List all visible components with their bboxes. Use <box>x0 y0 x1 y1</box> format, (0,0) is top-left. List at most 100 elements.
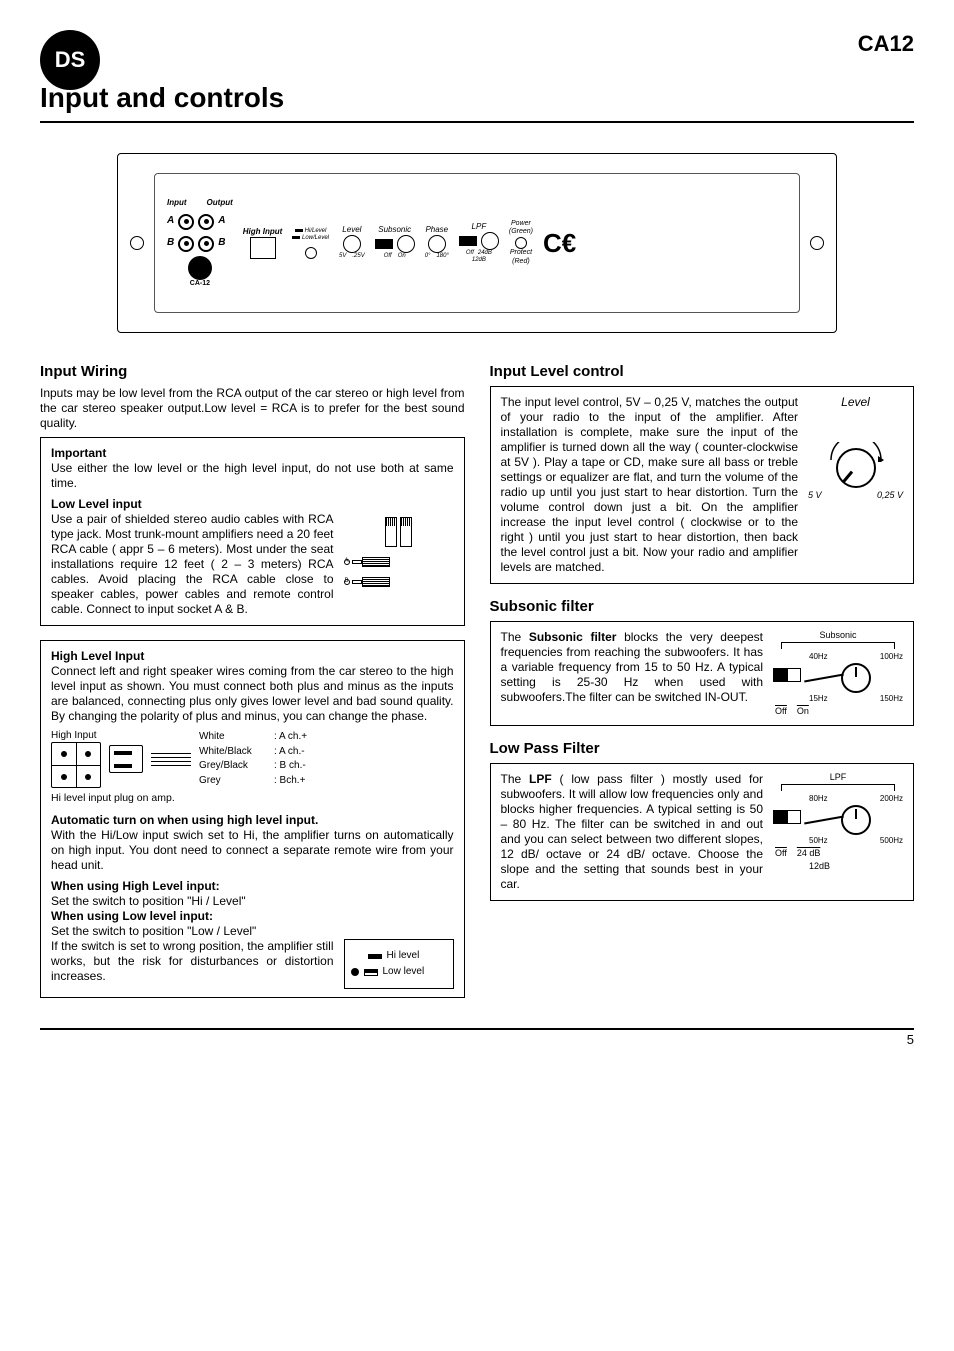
switch-dot-icon <box>305 247 317 259</box>
bracket-icon <box>781 642 895 650</box>
amplifier-panel-diagram: InputOutput AA BB CA-12 High Input Hi/Le… <box>117 153 837 333</box>
knob-icon <box>397 235 415 253</box>
wire-whiteblack-label: White/Black <box>199 746 274 759</box>
panel-high-input: High Input <box>243 227 283 259</box>
when-low-text: Set the switch to position "Low / Level" <box>51 924 454 939</box>
panel-red-label: (Red) <box>512 258 530 265</box>
right-column: Input Level control The input level cont… <box>490 363 915 1012</box>
bracket-icon <box>781 784 895 792</box>
level-max-label: 0,25 V <box>877 490 903 501</box>
sub-100-label: 100Hz <box>880 652 903 662</box>
knob-slash-icon <box>804 816 844 825</box>
auto-turn-on-title: Automatic turn on when using high level … <box>51 813 318 827</box>
hi-plug-connector-icon <box>109 745 143 773</box>
input-level-box: The input level control, 5V – 0,25 V, ma… <box>490 386 915 584</box>
hi-plug-caption: Hi level input plug on amp. <box>51 792 454 805</box>
switch-hi-icon <box>368 954 382 959</box>
knob-slash-icon <box>804 673 844 682</box>
lpf-80-label: 80Hz <box>809 794 828 804</box>
level-fig-title: Level <box>808 395 903 410</box>
lpf-24db-label: 24 dB <box>797 848 821 859</box>
rca-jack-icon <box>198 236 214 252</box>
sub-40-label: 40Hz <box>809 652 828 662</box>
panel-subsonic: Subsonic OffOn <box>375 225 415 261</box>
panel-lpf-24: 24dB <box>478 250 492 258</box>
rca-jack-icon <box>198 214 214 230</box>
knob-icon <box>841 805 871 835</box>
panel-power-label: Power <box>511 220 531 227</box>
hi-plug-socket-icon <box>51 742 101 788</box>
rca-plug-icon <box>400 517 412 547</box>
lpf-200-label: 200Hz <box>880 794 903 804</box>
switch-icon <box>773 668 801 682</box>
panel-lpf: LPF Off 24dB 12dB <box>459 222 499 265</box>
input-level-title: Input Level control <box>490 363 915 382</box>
sub-on-label: On <box>797 706 809 717</box>
knob-icon <box>428 235 446 253</box>
lpf-text: The LPF ( low pass filter ) mostly used … <box>501 772 764 892</box>
switch-icon <box>375 239 393 249</box>
panel-brand-logo <box>188 256 212 280</box>
subsonic-text: The Subsonic filter blocks the very deep… <box>501 630 764 705</box>
switch-dot-icon <box>351 968 359 976</box>
switch-low-label: Low level <box>383 966 425 979</box>
wire-grey-val: : Bch.+ <box>274 775 305 788</box>
panel-hilo-switch: Hi/Level Low/Level <box>292 228 329 259</box>
rca-ring-icon: A <box>344 559 350 565</box>
panel-a-label: A <box>167 215 174 228</box>
panel-protect-label: Protect <box>510 249 532 256</box>
subsonic-fig-title: Subsonic <box>773 630 903 641</box>
subsonic-figure: Subsonic 40Hz100Hz 15Hz150Hz <box>773 630 903 718</box>
switch-icon <box>459 236 477 246</box>
low-level-box: Important Use either the low level or th… <box>40 437 465 626</box>
input-wiring-text: Inputs may be low level from the RCA out… <box>40 386 465 431</box>
input-wiring-title: Input Wiring <box>40 363 465 382</box>
ce-mark: C€ <box>543 227 576 260</box>
wire-grey-label: Grey <box>199 775 274 788</box>
panel-phase-180: 180° <box>436 253 448 261</box>
rca-body-icon <box>362 577 390 587</box>
level-min-label: 5 V <box>808 490 822 501</box>
panel-power-led: Power(Green) Protect (Red) <box>509 220 533 267</box>
rca-plug-icon <box>385 517 397 547</box>
model-code: CA12 <box>858 30 914 58</box>
high-level-box: High Level Input Connect left and right … <box>40 640 465 999</box>
lpf-50-label: 50Hz <box>809 836 828 846</box>
lpf-12db-label: 12dB <box>773 861 903 872</box>
panel-green-label: (Green) <box>509 228 533 235</box>
lpf-box: The LPF ( low pass filter ) mostly used … <box>490 763 915 901</box>
subsonic-box: The Subsonic filter blocks the very deep… <box>490 621 915 727</box>
panel-lpf-off: Off <box>466 250 474 258</box>
wrong-position-text: If the switch is set to wrong position, … <box>51 939 334 984</box>
important-label: Important <box>51 446 106 460</box>
lpf-figure: LPF 80Hz200Hz 50Hz500Hz <box>773 772 903 892</box>
panel-lpf-label: LPF <box>472 222 487 232</box>
high-level-title: High Level Input <box>51 649 144 663</box>
panel-sub-on-label: On <box>398 253 406 261</box>
panel-5v-label: 5V <box>339 253 346 261</box>
auto-turn-on-text: With the Hi/Low input swich set to Hi, t… <box>51 828 454 873</box>
lpf-title: Low Pass Filter <box>490 740 915 759</box>
panel-sub-off-label: Off <box>384 253 392 261</box>
panel-phase-label: Phase <box>425 225 448 235</box>
knob-arrow-icon <box>826 442 886 462</box>
panel-b-label: B <box>218 237 225 250</box>
wire-color-legend: White: A ch.+ White/Black: A ch.- Grey/B… <box>199 731 307 787</box>
lpf-500-label: 500Hz <box>880 836 903 846</box>
panel-lpf-12: 12dB <box>472 257 486 265</box>
when-low-label: When using Low level input: <box>51 909 213 923</box>
when-high-text: Set the switch to position "Hi / Level" <box>51 894 454 909</box>
lpf-off-label: Off <box>775 848 787 859</box>
sub-off-label: Off <box>775 706 787 717</box>
panel-25v-label: .25V <box>352 253 364 261</box>
knob-icon <box>481 232 499 250</box>
rca-tip-icon <box>352 560 362 564</box>
rca-body-icon <box>362 557 390 567</box>
panel-phase-0: 0° <box>425 253 431 261</box>
screw-icon <box>810 236 824 250</box>
hilow-switch-figure: Hi level Low level <box>344 939 454 989</box>
knob-icon <box>343 235 361 253</box>
screw-icon <box>130 236 144 250</box>
wire-white-val: : A ch.+ <box>274 731 307 744</box>
panel-inner: InputOutput AA BB CA-12 High Input Hi/Le… <box>154 173 800 313</box>
